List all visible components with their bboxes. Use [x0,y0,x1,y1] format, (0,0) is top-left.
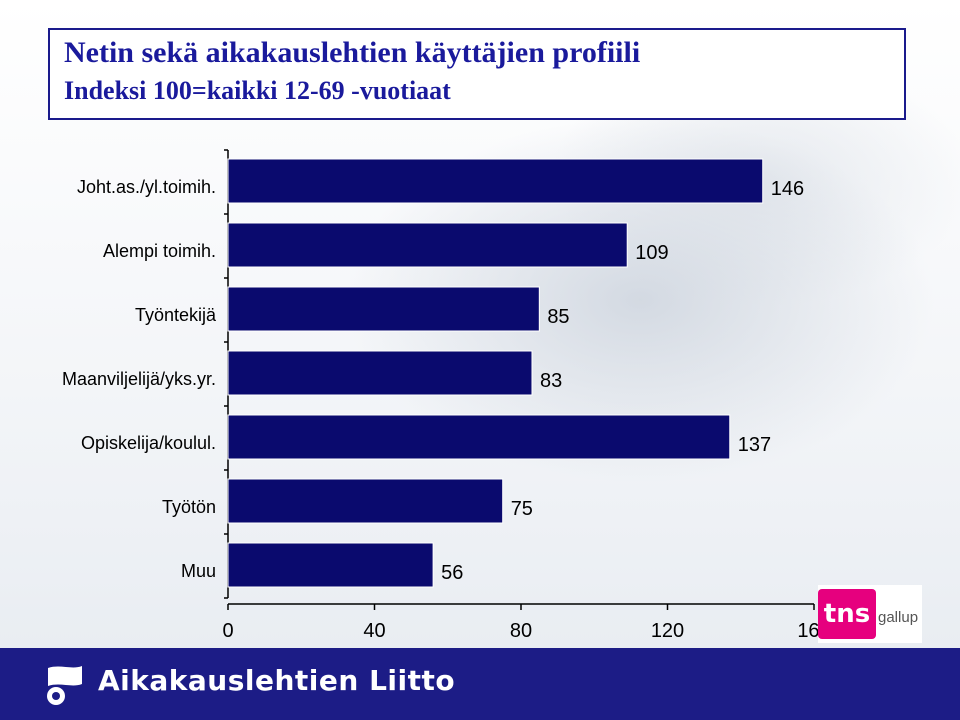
bar [227,542,434,588]
bar [227,414,731,460]
x-tick-label: 0 [222,620,233,642]
data-label: 56 [441,562,463,584]
chart-title: Netin sekä aikakauslehtien käyttäjien pr… [64,36,641,69]
publisher-name: Aikakauslehtien Liitto [98,664,456,697]
x-tick-label: 40 [363,620,385,642]
x-tick-label: 120 [651,620,684,642]
tns-icon: tns [818,589,876,639]
category-label: Alempi toimih. [103,241,216,261]
x-tick-label: 80 [510,620,532,642]
category-label: Työtön [162,497,216,517]
gallup-wordmark: gallup [878,609,919,626]
bar [227,286,540,332]
bar [227,478,504,524]
category-label: Opiskelija/koulul. [81,433,216,453]
footer-bar: Aikakauslehtien Liitto [0,648,960,720]
bar [227,222,628,268]
chart-subtitle: Indeksi 100=kaikki 12-69 -vuotiaat [64,76,451,105]
data-label: 85 [547,306,569,328]
category-label: Joht.as./yl.toimih. [77,177,216,197]
bar [227,350,533,396]
publisher-logo-icon [47,666,82,705]
data-label: 83 [540,370,562,392]
category-label: Maanviljelijä/yks.yr. [62,369,216,389]
data-label: 109 [635,242,668,264]
category-label: Muu [181,561,216,581]
data-label: 137 [738,434,771,456]
title-box: Netin sekä aikakauslehtien käyttäjien pr… [48,28,906,120]
data-label: 146 [771,178,804,200]
tns-gallup-logo: tns gallup [818,585,922,643]
bar [227,158,764,204]
data-label: 75 [511,498,533,520]
category-label: Työntekijä [135,305,217,325]
